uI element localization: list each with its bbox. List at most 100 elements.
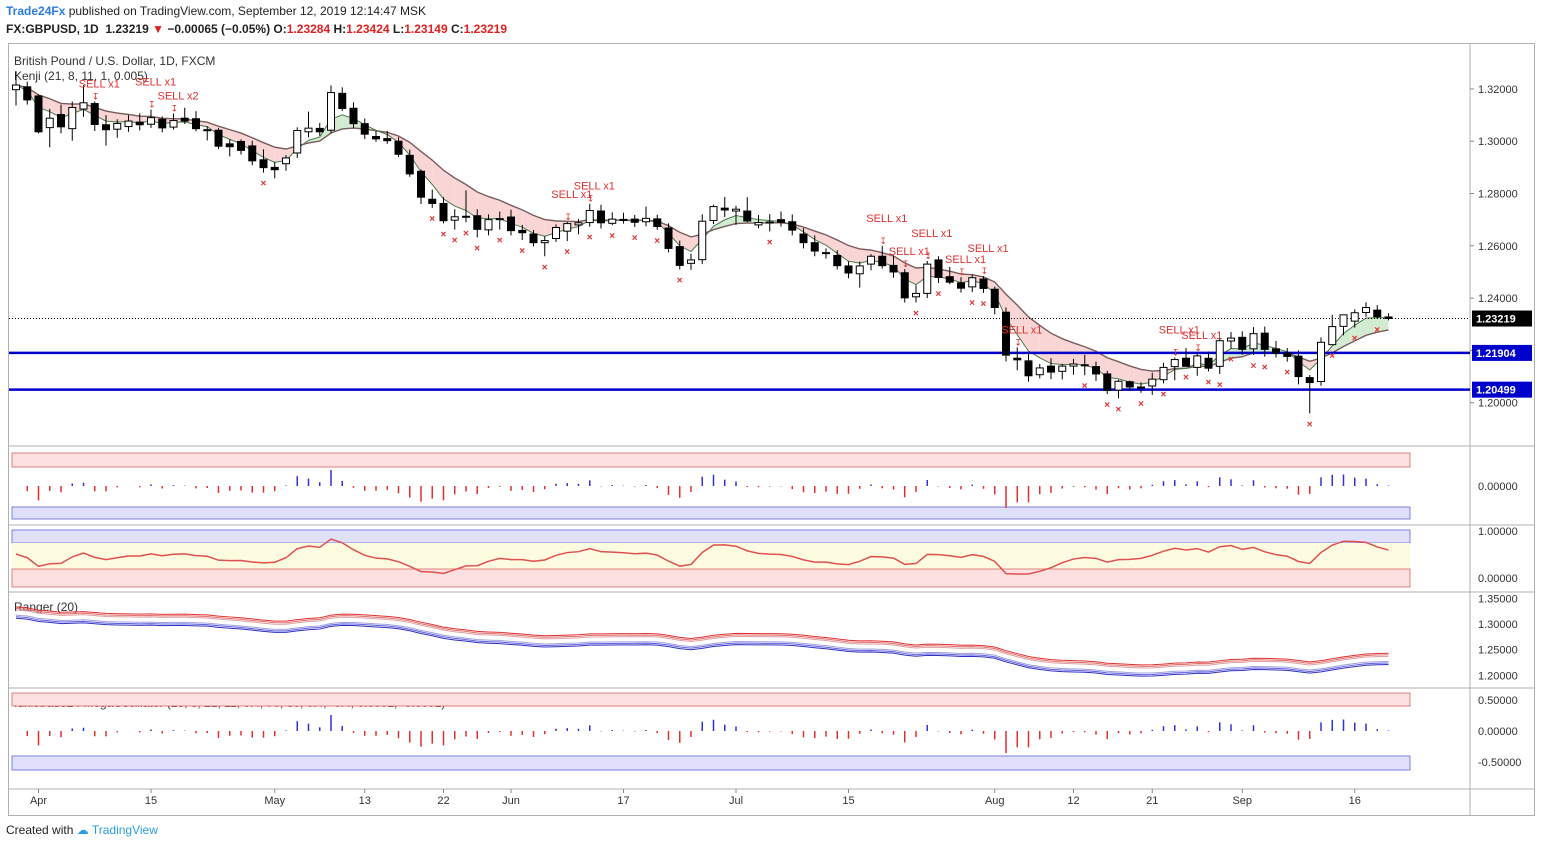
mega-lower-zone <box>11 755 1411 771</box>
bearish-candle <box>192 118 200 130</box>
bearish-candle <box>619 218 628 221</box>
price-change: −0.00065 (−0.05%) <box>167 22 271 36</box>
high-label: H: <box>333 22 347 36</box>
ranger-band-line <box>15 614 1389 674</box>
bearish-candle <box>203 129 212 132</box>
bullish-candle <box>1114 380 1123 391</box>
stop-marker-icon: × <box>564 247 570 258</box>
bullish-candle <box>855 265 864 275</box>
open-value: 1.23284 <box>286 22 331 36</box>
close-value: 1.23219 <box>463 22 508 36</box>
last-price: 1.23219 <box>105 22 149 36</box>
bearish-candle <box>1125 381 1134 388</box>
bearish-candle <box>1182 357 1190 367</box>
bearish-candle <box>1238 336 1247 350</box>
bullish-candle <box>754 222 763 226</box>
sell-signal-label: SELL x1 <box>911 228 952 240</box>
bearish-candle <box>990 288 999 309</box>
sell-arrow-icon: ↧ <box>564 212 572 222</box>
kenji-cloud-segment <box>477 191 489 219</box>
stop-marker-icon: × <box>981 299 987 310</box>
sell-arrow-icon: ↧ <box>958 267 966 277</box>
bearish-candle <box>394 140 403 155</box>
bullish-candle <box>124 120 133 128</box>
bearish-candle <box>664 227 673 249</box>
level-price-tag <box>1472 344 1532 361</box>
bullish-candle <box>687 259 695 264</box>
bullish-candle <box>1170 359 1179 368</box>
sell-signal-label: SELL x1 <box>1181 330 1222 342</box>
sell-arrow-icon: ↧ <box>171 103 179 113</box>
time-tick-label: May <box>264 795 285 807</box>
bearish-candle <box>529 233 538 244</box>
bullish-candle <box>293 129 302 154</box>
price-tick-label: 1.00000 <box>1478 526 1518 538</box>
bearish-candle <box>405 154 414 175</box>
bullish-candle <box>1350 312 1359 322</box>
sell-signal-label: SELL x1 <box>1001 324 1042 336</box>
bullish-candle <box>1339 314 1348 327</box>
main-chart-title: British Pound / U.S. Dollar, 1D, FXCM <box>14 54 215 68</box>
publisher-name[interactable]: Trade24Fx <box>6 4 66 18</box>
stop-marker-icon: × <box>969 298 975 309</box>
chart-canvas[interactable]: British Pound / U.S. Dollar, 1D, FXCM Ke… <box>8 43 1536 818</box>
bearish-candle <box>1384 316 1393 320</box>
sell-signal-label: SELL x1 <box>551 189 592 201</box>
time-tick-label: 13 <box>359 795 371 807</box>
bullish-candle <box>585 210 594 224</box>
ranger-band-line <box>15 606 1389 666</box>
bearish-candle <box>1272 348 1280 354</box>
sell-signal-label: SELL x1 <box>135 77 176 89</box>
bearish-candle <box>248 145 257 162</box>
last-price-label: 1.23219 <box>1476 314 1516 326</box>
last-price-tag <box>1472 310 1532 327</box>
bullish-candle <box>1328 326 1337 346</box>
published-text: published on TradingView.com, September … <box>65 4 427 18</box>
ranger-band-line <box>15 617 1389 677</box>
stop-marker-icon: × <box>1262 363 1268 374</box>
kenji-cloud-segment <box>1096 351 1108 378</box>
bullish-candle <box>923 263 932 294</box>
bullish-candle <box>45 117 54 129</box>
price-tick-label: 1.28000 <box>1478 189 1518 201</box>
bullish-candle <box>1317 341 1325 383</box>
bullish-candle <box>12 84 20 91</box>
stop-marker-icon: × <box>474 243 480 254</box>
time-axis: Apr 15 May 13 22 Jun 17 Jul 15 Aug 12 21 Sep 16 <box>30 789 1361 807</box>
time-tick-label: Aug <box>985 795 1005 807</box>
price-tick-label: 0.50000 <box>1478 695 1518 707</box>
bearish-candle <box>720 207 729 211</box>
bearish-candle <box>1092 366 1100 375</box>
kenji-cloud-segment <box>117 113 129 123</box>
bearish-candle <box>338 92 347 110</box>
price-tick-label: 1.25000 <box>1478 645 1518 657</box>
bearish-candle <box>1204 357 1213 369</box>
bullish-candle <box>1035 367 1044 376</box>
sell-arrow-icon: ↧ <box>92 91 100 101</box>
kenji-cloud-segment <box>432 160 444 199</box>
kenji-cloud-segment <box>488 196 500 219</box>
bullish-candle <box>1159 366 1168 381</box>
mega-upper-zone <box>11 692 1411 707</box>
tradingview-brand[interactable]: TradingView <box>91 823 158 837</box>
tradingview-logo-icon[interactable]: ☁ <box>76 823 89 837</box>
bullish-candle <box>709 206 718 221</box>
price-tick-label: 0.00000 <box>1478 726 1518 738</box>
bullish-candle <box>765 221 774 224</box>
time-tick-label: 16 <box>1349 795 1361 807</box>
kenji-cloud-segment <box>1062 338 1074 365</box>
bullish-candle <box>282 157 290 165</box>
bullish-candle <box>1227 337 1235 342</box>
time-tick-label: 21 <box>1146 795 1158 807</box>
kenji-cloud-segment <box>252 137 264 158</box>
bullish-candle <box>304 127 313 133</box>
symbol: FX:GBPUSD, 1D <box>6 22 99 36</box>
bearish-candle <box>270 166 279 171</box>
price-tick-label: 1.32000 <box>1478 84 1518 96</box>
low-label: L: <box>392 22 405 36</box>
bearish-candle <box>135 121 144 126</box>
bearish-candle <box>225 143 234 148</box>
bearish-candle <box>945 276 954 283</box>
stop-marker-icon: × <box>677 275 683 286</box>
bearish-candle <box>653 218 662 227</box>
